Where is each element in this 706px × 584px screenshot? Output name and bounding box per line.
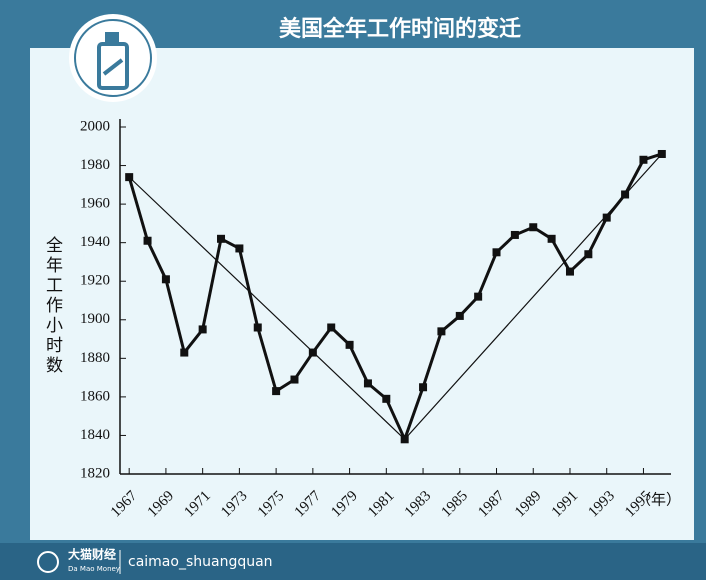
point <box>565 267 574 276</box>
point <box>327 323 336 332</box>
point <box>547 234 556 243</box>
footer-brand: 大猫财经 <box>68 547 116 562</box>
point <box>584 250 593 259</box>
point <box>492 248 501 257</box>
footer-bar <box>0 543 706 580</box>
x-unit-label: （年） <box>636 491 681 509</box>
y-tick-label: 1980 <box>80 157 110 173</box>
point <box>419 383 428 392</box>
point <box>602 213 611 222</box>
point <box>143 236 152 245</box>
y-tick-label: 1920 <box>80 273 110 289</box>
y-tick-label: 2000 <box>80 118 110 134</box>
y-tick-label: 1940 <box>80 234 110 250</box>
point <box>621 190 630 199</box>
y-tick-label: 1880 <box>80 350 110 366</box>
y-tick-label: 1820 <box>80 465 110 481</box>
point <box>455 311 464 320</box>
point <box>400 435 409 444</box>
panel <box>30 48 694 540</box>
point <box>217 234 226 243</box>
footer-logo <box>37 551 59 573</box>
point <box>474 292 483 301</box>
chart-title: 美国全年工作时间的变迁 <box>279 16 521 42</box>
point <box>437 327 446 336</box>
y-tick-label: 1860 <box>80 388 110 404</box>
point <box>510 230 519 239</box>
point <box>363 379 372 388</box>
y-tick-label: 1840 <box>80 427 110 443</box>
y-axis-label: 全年工作小时数 <box>42 236 63 376</box>
point <box>253 323 262 332</box>
point <box>235 244 244 253</box>
point <box>308 348 317 357</box>
y-tick-label: 1900 <box>80 311 110 327</box>
footer-brand-en: Da Mao Money <box>68 565 120 573</box>
footer-handle: caimao_shuangquan <box>128 554 273 570</box>
point <box>345 340 354 349</box>
point <box>125 173 134 182</box>
point <box>290 375 299 384</box>
point <box>180 348 189 357</box>
point <box>382 394 391 403</box>
y-tick-label: 1960 <box>80 196 110 212</box>
point <box>161 275 170 284</box>
point <box>198 325 207 334</box>
logo-icon <box>69 14 157 102</box>
point <box>529 223 538 232</box>
point <box>272 387 281 396</box>
point <box>657 149 666 158</box>
point <box>639 155 648 164</box>
